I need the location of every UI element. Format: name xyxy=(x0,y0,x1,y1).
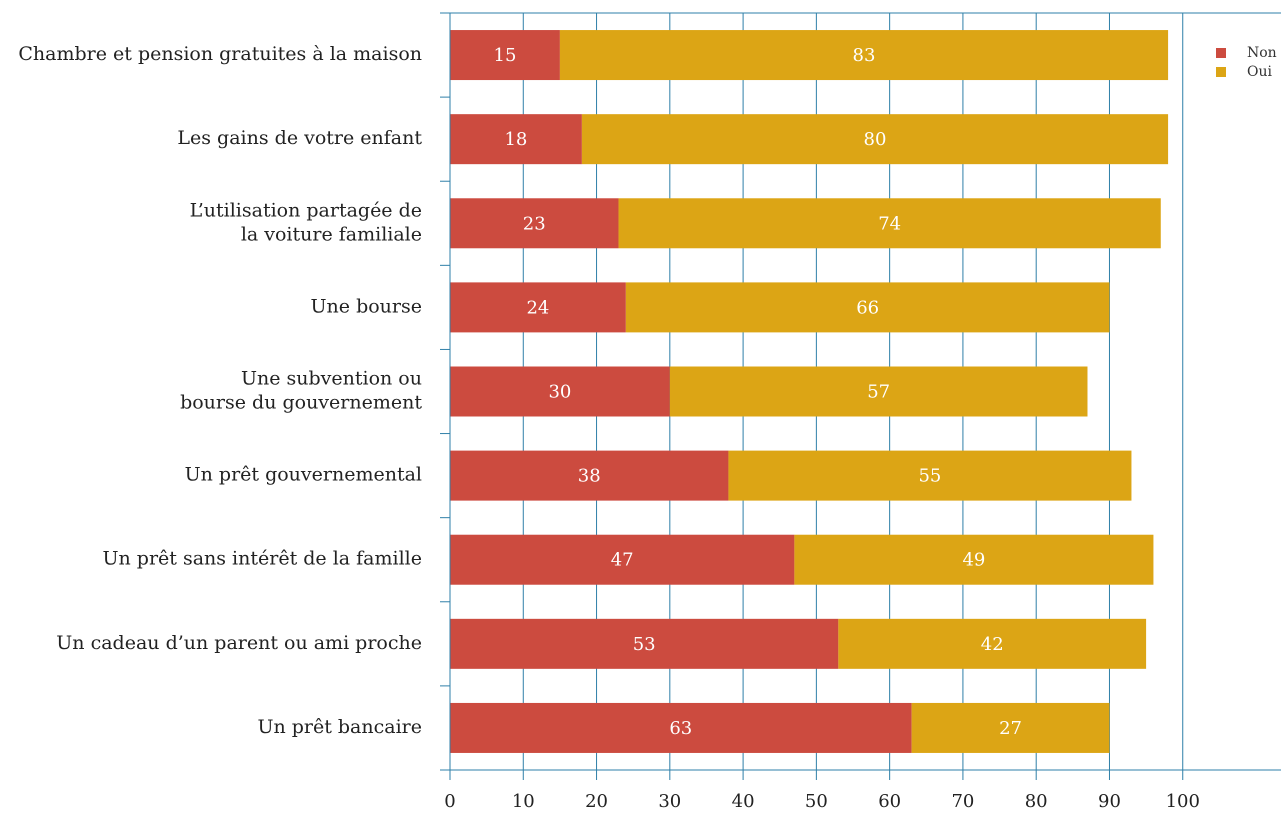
category-label: Un prêt bancaire xyxy=(257,716,422,738)
bar-segment xyxy=(794,534,1154,585)
category-label: Une bourse xyxy=(311,295,422,317)
x-tick-label: 10 xyxy=(512,791,535,812)
legend-label: Oui xyxy=(1247,64,1272,80)
bar-segment xyxy=(450,282,626,333)
x-tick-label: 80 xyxy=(1025,791,1048,812)
legend-swatch xyxy=(1216,67,1226,77)
segment-label: 24 xyxy=(526,297,549,318)
x-tick-label: 0 xyxy=(444,791,455,812)
segment-label: 42 xyxy=(981,634,1004,655)
category-label: Une subvention ou xyxy=(241,368,422,390)
segment-label: 27 xyxy=(999,718,1022,739)
bar-segment xyxy=(450,366,670,417)
segment-label: 30 xyxy=(548,382,571,403)
category-label: Un prêt gouvernemental xyxy=(185,464,422,486)
bar-segment xyxy=(450,30,560,81)
bar-segment xyxy=(911,702,1110,753)
category-label: Les gains de votre enfant xyxy=(177,127,422,149)
x-tick-label: 50 xyxy=(805,791,828,812)
x-tick-label: 70 xyxy=(951,791,974,812)
segment-label: 49 xyxy=(962,550,985,571)
bar-segment xyxy=(728,450,1132,501)
segment-label: 80 xyxy=(864,129,887,150)
segment-label: 57 xyxy=(867,382,890,403)
segment-label: 63 xyxy=(669,718,692,739)
bar-segment xyxy=(625,282,1110,333)
segment-label: 38 xyxy=(578,466,601,487)
category-label: L’utilisation partagée de xyxy=(190,199,422,221)
segment-label: 15 xyxy=(494,45,517,66)
category-label: la voiture familiale xyxy=(241,223,422,245)
bar-segment xyxy=(450,702,912,753)
segment-label: 83 xyxy=(853,45,876,66)
bar-segment xyxy=(581,114,1169,165)
segment-label: 23 xyxy=(523,213,546,234)
x-tick-label: 20 xyxy=(585,791,608,812)
bar-segment xyxy=(450,618,839,669)
bar-segment xyxy=(618,198,1161,249)
segment-label: 74 xyxy=(878,213,901,234)
bar-segment xyxy=(450,198,619,249)
segment-label: 66 xyxy=(856,297,879,318)
bar-segment xyxy=(450,114,582,165)
segment-label: 53 xyxy=(633,634,656,655)
segment-label: 18 xyxy=(504,129,527,150)
x-tick-label: 90 xyxy=(1098,791,1121,812)
legend-swatch xyxy=(1216,48,1226,58)
x-tick-label: 100 xyxy=(1166,791,1200,812)
legend-label: Non xyxy=(1247,45,1277,61)
x-tick-label: 30 xyxy=(658,791,681,812)
bar-segment xyxy=(838,618,1147,669)
segment-label: 47 xyxy=(611,550,634,571)
category-label: Un prêt sans intérêt de la famille xyxy=(103,548,423,570)
x-tick-label: 60 xyxy=(878,791,901,812)
category-label: bourse du gouvernement xyxy=(180,392,422,414)
bar-segment xyxy=(669,366,1088,417)
category-label: Un cadeau d’un parent ou ami proche xyxy=(56,632,422,654)
bar-segment xyxy=(559,30,1169,81)
segment-label: 55 xyxy=(918,466,941,487)
category-label: Chambre et pension gratuites à la maison xyxy=(18,43,422,65)
bar-segment xyxy=(450,534,795,585)
bar-segment xyxy=(450,450,729,501)
x-tick-label: 40 xyxy=(732,791,755,812)
